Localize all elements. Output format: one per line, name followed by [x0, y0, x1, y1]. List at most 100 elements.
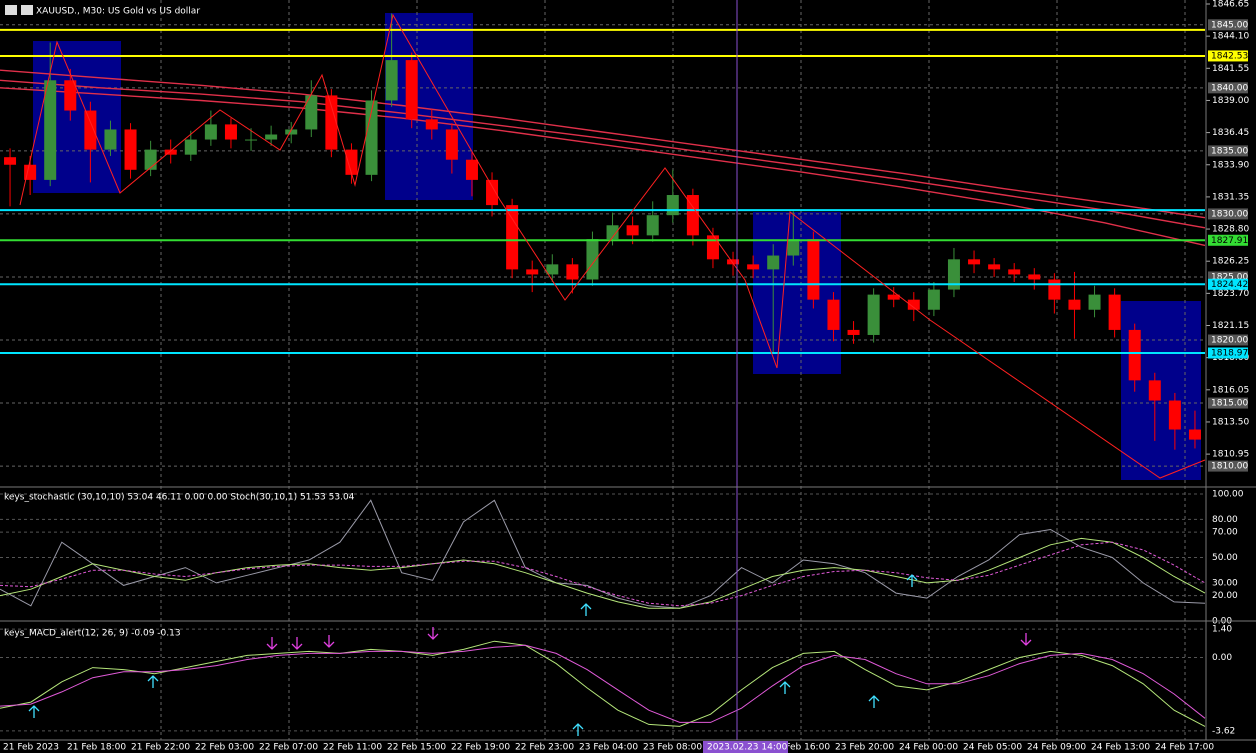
level-label: 1842.53	[1211, 51, 1248, 61]
x-tick-label: 23 Feb 04:00	[579, 743, 638, 753]
level-label: 1827.91	[1211, 236, 1248, 246]
moving-average	[0, 79, 1206, 229]
candle-body	[927, 289, 940, 310]
candle-body	[1188, 429, 1201, 440]
x-tick-label: 22 Feb 03:00	[195, 743, 254, 753]
candle-body	[847, 329, 860, 335]
level-label-box	[1208, 397, 1248, 409]
down-arrow	[266, 637, 278, 650]
x-tick-label: 24 Feb 00:00	[899, 743, 958, 753]
candle-body	[666, 195, 679, 216]
candle-body	[405, 60, 418, 120]
range-box	[385, 13, 473, 200]
zigzag	[19, 13, 1206, 479]
x-tick-label: 22 Feb 15:00	[387, 743, 446, 753]
x-tick-label: 23 Feb 16:00	[771, 743, 830, 753]
candle-body	[104, 129, 117, 150]
level-label: 1820.00	[1211, 336, 1248, 346]
x-tick-label: 22 Feb 19:00	[451, 743, 510, 753]
level-label: 1835.00	[1211, 146, 1248, 156]
macd-title: keys_MACD_alert(12, 26, 9) -0.09 -0.13	[4, 629, 181, 639]
level-label-box	[1208, 334, 1248, 346]
candle-body	[686, 195, 699, 236]
level-label-box	[1208, 234, 1248, 246]
candle-body	[1128, 329, 1141, 381]
y-tick-label: 1813.50	[1212, 417, 1249, 427]
candle-body	[526, 269, 539, 275]
x-tick-label: 2023.02.23 14:00	[707, 743, 788, 753]
candle-body	[988, 264, 1001, 270]
level-label-box	[1208, 278, 1248, 290]
down-arrow	[323, 635, 335, 648]
x-tick-label: 24 Feb 17:00	[1155, 743, 1214, 753]
indicator-line	[0, 644, 1206, 723]
y-tick-label: 1836.45	[1212, 128, 1249, 138]
y-tick-label: 1.40	[1212, 625, 1232, 635]
level-label: 1845.00	[1211, 20, 1248, 30]
level-label-box	[1208, 19, 1248, 31]
candle-body	[164, 149, 177, 155]
level-label: 1810.00	[1211, 462, 1248, 472]
candle-body	[385, 60, 398, 101]
candle-body	[506, 205, 519, 270]
y-tick-label: 1846.65	[1212, 0, 1249, 10]
x-tick-label: 21 Feb 2023	[3, 743, 59, 753]
candle-body	[566, 264, 579, 280]
y-tick-label: 30.00	[1212, 578, 1238, 588]
moving-average	[0, 87, 1206, 247]
candle-body	[204, 124, 217, 140]
candle-body	[64, 80, 77, 111]
x-tick-label: 22 Feb 07:00	[259, 743, 318, 753]
candle-body	[867, 294, 880, 335]
symbol-icon	[21, 5, 33, 15]
y-tick-label: 1844.10	[1212, 32, 1249, 42]
chart-title: XAUUSD., M30: US Gold vs US dollar	[36, 7, 200, 17]
candle-body	[1008, 269, 1021, 275]
candle-body	[1068, 299, 1081, 310]
candle-body	[465, 159, 478, 180]
y-tick-label: 50.00	[1212, 553, 1238, 563]
up-arrow	[572, 723, 584, 736]
y-tick-label: 1841.55	[1212, 64, 1249, 74]
candle-body	[1148, 380, 1161, 401]
candle-body	[224, 124, 237, 140]
x-tick-label: 24 Feb 09:00	[1027, 743, 1086, 753]
candle-body	[445, 129, 458, 160]
candle-body	[345, 149, 358, 175]
level-label: 1840.00	[1211, 83, 1248, 93]
crosshair-time-box	[703, 741, 788, 753]
y-tick-label: 1821.15	[1212, 321, 1249, 331]
x-tick-label: 24 Feb 05:00	[963, 743, 1022, 753]
candle-body	[285, 129, 298, 135]
candle-body	[706, 235, 719, 260]
candle-body	[606, 225, 619, 240]
y-tick-label: 1831.35	[1212, 192, 1249, 202]
candle-body	[1168, 400, 1181, 430]
candle-body	[546, 264, 559, 275]
candle-body	[486, 179, 499, 206]
x-tick-label: 21 Feb 18:00	[67, 743, 126, 753]
range-box	[1121, 301, 1201, 480]
y-tick-label: 1823.70	[1212, 289, 1249, 299]
y-tick-label: 1828.80	[1212, 225, 1249, 235]
candle-body	[84, 110, 97, 150]
up-arrow	[147, 675, 159, 688]
indicator-line	[0, 499, 1206, 609]
y-tick-label: 1833.90	[1212, 160, 1249, 170]
candle-body	[807, 239, 820, 300]
level-label: 1818.97	[1211, 348, 1248, 358]
down-arrow	[1020, 633, 1032, 646]
candle-body	[325, 95, 338, 150]
level-label: 1830.00	[1211, 209, 1248, 219]
y-tick-label: 1816.05	[1212, 385, 1249, 395]
range-boxes	[33, 13, 1201, 480]
up-arrow	[779, 681, 791, 694]
candle-body	[646, 215, 659, 236]
candle-body	[305, 95, 318, 130]
level-label-box	[1208, 82, 1248, 94]
symbol-icon	[5, 5, 17, 15]
x-tick-label: 22 Feb 11:00	[323, 743, 382, 753]
candle-body	[727, 259, 740, 265]
